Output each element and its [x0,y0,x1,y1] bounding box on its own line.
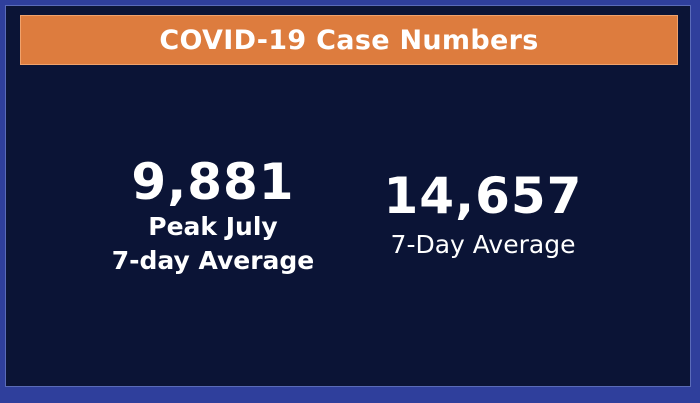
title-banner: COVID-19 Case Numbers [20,15,678,65]
slide-panel: COVID-19 Case Numbers 9,881 Peak July 7-… [5,5,691,387]
peak-label-line2: 7-day Average [111,246,315,275]
peak-value: 9,881 [131,153,295,211]
current-label: 7-Day Average [390,230,576,259]
current-stat: 14,657 7-Day Average [358,168,608,262]
peak-label-line1: Peak July [148,212,278,241]
peak-stat: 9,881 Peak July 7-day Average [88,154,338,278]
current-value: 14,657 [383,167,583,225]
banner-title: COVID-19 Case Numbers [159,24,539,56]
